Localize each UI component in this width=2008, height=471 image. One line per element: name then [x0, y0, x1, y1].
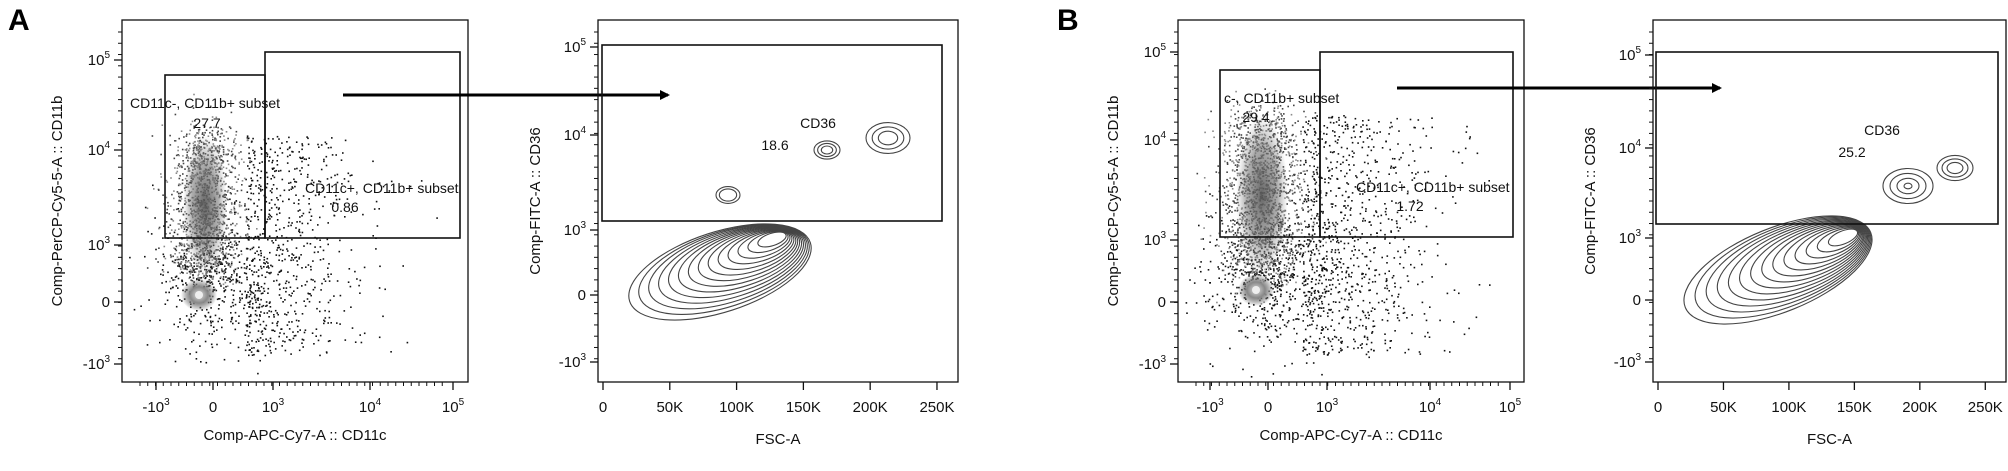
x-tick-label: 103 — [1316, 397, 1339, 416]
gate-name: c-, CD11b+ subset — [1224, 90, 1339, 106]
scatter-plot-0: CD11c-, CD11b+ subset 27.7 CD11c+, CD11b+ … — [49, 19, 469, 444]
event-dots — [129, 93, 438, 375]
x-axis-label: FSC-A — [1807, 431, 1852, 448]
x-tick-label: 200K — [853, 399, 888, 416]
x-axis-label: FSC-A — [756, 431, 801, 448]
y-tick-label: 0 — [578, 287, 586, 304]
dense-region — [1236, 115, 1288, 275]
y-axis-label: Comp-FITC-A :: CD36 — [527, 127, 544, 275]
x-axis-label: Comp-APC-Cy7-A :: CD11c — [1259, 427, 1443, 444]
panel-label-a: A — [8, 4, 30, 37]
contour-lines — [1683, 154, 1974, 325]
plot-frame — [1177, 19, 1525, 383]
gate-percent: 29.4 — [1242, 109, 1269, 125]
gate-percent: 27.7 — [193, 115, 220, 131]
y-tick-label: 105 — [1144, 42, 1167, 61]
contour-plot-3: CD36 25.2 0 50K 100K 150K 200K 250K 105 104 103 0 -1… — [1582, 19, 2007, 448]
gate-cd11c-pos — [1319, 51, 1514, 238]
core-center — [1252, 286, 1260, 294]
x-tick-label: 0 — [599, 399, 607, 416]
gate-name: CD36 — [1864, 122, 1900, 138]
x-tick-label: 50K — [656, 399, 683, 416]
y-tick-label: 104 — [564, 125, 587, 144]
x-tick-label: 50K — [1710, 399, 1737, 416]
y-tick-label: 103 — [1619, 228, 1642, 247]
x-tick-label: 103 — [262, 397, 285, 416]
contour-plot-1: CD36 18.6 0 50K 100K 150K 200K 250K 105 104 103 0 -1… — [527, 19, 959, 448]
y-tick-label: 0 — [102, 294, 110, 311]
y-tick-label: 103 — [88, 235, 111, 254]
x-tick-label: 100K — [1771, 399, 1806, 416]
core-center — [195, 291, 203, 299]
x-tick-label: 0 — [209, 399, 217, 416]
y-tick-label: -103 — [559, 352, 587, 371]
y-axis-label: Comp-PerCP-Cy5-5-A :: CD11b — [1105, 96, 1122, 307]
y-tick-label: 105 — [1619, 45, 1642, 64]
y-tick-label: 103 — [1144, 230, 1167, 249]
x-tick-label: 0 — [1264, 399, 1272, 416]
x-tick-label: 105 — [442, 397, 465, 416]
gate-cd36 — [1655, 51, 1999, 225]
gate-name: CD11c+, CD11b+ subset — [305, 180, 459, 196]
gate-name: CD11c-, CD11b+ subset — [130, 95, 280, 111]
gate-cd36 — [601, 44, 943, 222]
gate-percent: 25.2 — [1838, 144, 1865, 160]
plot-frame — [597, 19, 959, 383]
y-tick-label: 105 — [564, 37, 587, 56]
x-tick-label: 0 — [1654, 399, 1662, 416]
x-tick-label: 250K — [919, 399, 954, 416]
y-tick-label: 104 — [1619, 138, 1642, 157]
gate-name: CD36 — [800, 115, 836, 131]
x-tick-label: 105 — [1499, 397, 1522, 416]
y-axis-label: Comp-FITC-A :: CD36 — [1582, 127, 1599, 275]
gate-percent: 0.86 — [331, 199, 358, 215]
plot-frame — [1652, 19, 2007, 383]
scatter-plot-2: c-, CD11b+ subset 29.4 CD11c+, CD11b+ subs… — [1105, 19, 1525, 444]
gate-percent: 1.72 — [1396, 198, 1423, 214]
x-tick-label: 150K — [786, 399, 821, 416]
x-tick-label: 250K — [1968, 399, 2003, 416]
dense-region — [182, 135, 228, 275]
y-tick-label: 104 — [1144, 130, 1167, 149]
x-tick-label: 200K — [1902, 399, 1937, 416]
x-axis-label: Comp-APC-Cy7-A :: CD11c — [203, 427, 387, 444]
y-tick-label: 0 — [1633, 292, 1641, 309]
gate-cd11c-pos — [264, 51, 461, 239]
y-tick-label: 0 — [1158, 294, 1166, 311]
y-tick-label: 103 — [564, 220, 587, 239]
y-axis-label: Comp-PerCP-Cy5-5-A :: CD11b — [49, 96, 66, 307]
event-dots — [1185, 88, 1491, 378]
gate-name: CD11c+, CD11b+ subset — [1356, 179, 1510, 195]
panel-label-b: B — [1057, 4, 1079, 37]
y-tick-label: 104 — [88, 140, 111, 159]
y-tick-label: 105 — [88, 50, 111, 69]
x-tick-label: 100K — [719, 399, 754, 416]
y-tick-label: -103 — [1139, 354, 1167, 373]
x-tick-label: -103 — [1196, 397, 1224, 416]
y-tick-label: -103 — [1614, 352, 1642, 371]
x-tick-label: 104 — [359, 397, 382, 416]
gate-percent: 18.6 — [761, 137, 788, 153]
x-tick-label: -103 — [142, 397, 170, 416]
y-tick-label: -103 — [83, 354, 111, 373]
x-tick-label: 104 — [1419, 397, 1442, 416]
contour-lines — [628, 122, 911, 321]
x-tick-label: 150K — [1837, 399, 1872, 416]
